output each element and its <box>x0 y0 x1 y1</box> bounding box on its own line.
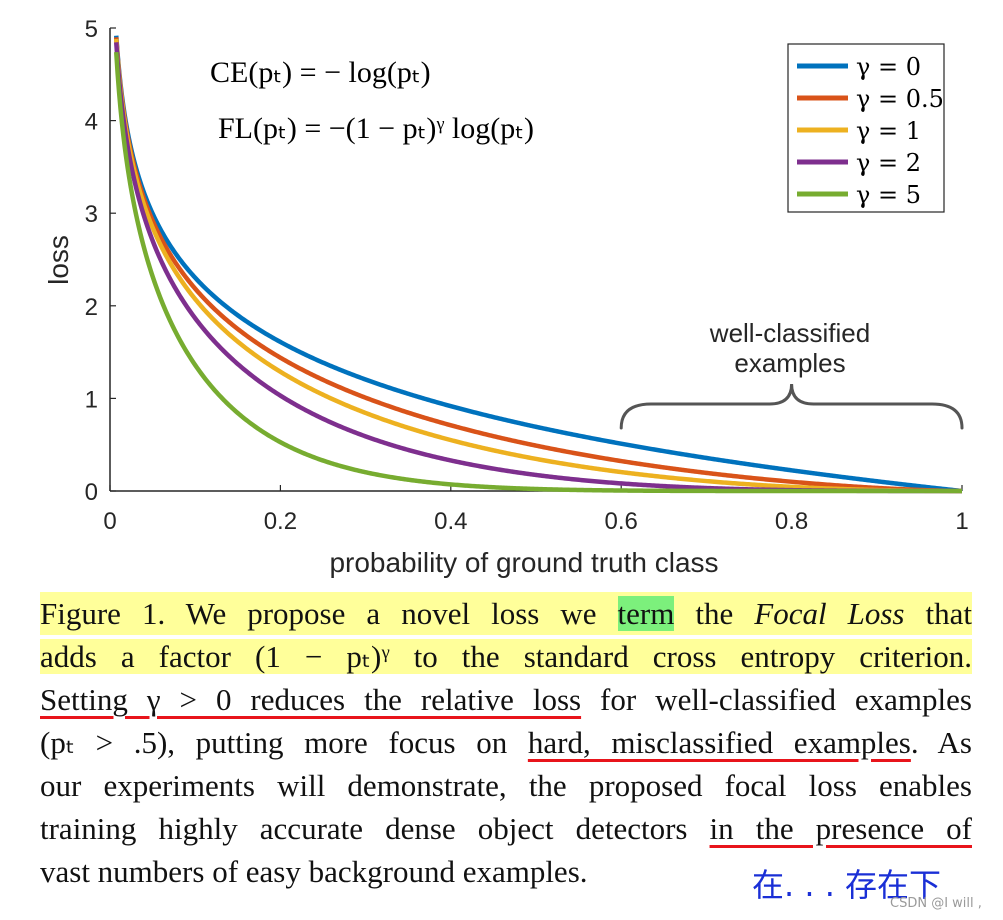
y-tick-label-5: 5 <box>85 16 98 43</box>
focal-loss-chart: 0 0.2 0.4 0.6 0.8 1 0 1 2 3 4 5 probability of grou… <box>43 16 969 578</box>
legend-label-0: γ = 0 <box>856 53 921 81</box>
y-tick-label-0: 0 <box>85 479 98 506</box>
loss-curves <box>113 35 963 494</box>
series-line-gamma-0-5 <box>113 37 963 494</box>
handwritten-note: 在. . . 存在下 <box>752 866 942 904</box>
legend-label-1: γ = 0.5 <box>856 85 944 113</box>
caption-line-5: our experiments will demonstrate, the pr… <box>40 768 972 803</box>
curly-brace-icon <box>619 383 964 430</box>
underlined-hard-examples: hard, misclassified examples <box>527 725 911 760</box>
caption-line-6: training highly accurate dense object de… <box>40 811 972 846</box>
legend-label-4: γ = 5 <box>856 181 921 209</box>
caption-line-1: Figure 1. We propose a novel loss we ter… <box>40 592 972 635</box>
y-axis-label: loss <box>43 235 74 285</box>
underlined-presence-of: in the presence of <box>709 811 972 846</box>
underlined-setting-gamma: Setting γ > 0 reduces the relative loss <box>40 682 582 717</box>
x-axis-label: probability of ground truth class <box>329 547 718 578</box>
legend-label-2: γ = 1 <box>856 117 921 145</box>
series-line-gamma-0 <box>113 35 963 494</box>
legend: γ = 0 γ = 0.5 γ = 1 γ = 2 γ = 5 <box>787 43 945 213</box>
caption-line-3: Setting γ > 0 reduces the relative loss … <box>40 682 972 717</box>
caption-line-2: adds a factor (1 − pₜ)ᵞ to the standard … <box>40 639 972 674</box>
annotation-line-2: examples <box>734 348 845 378</box>
axis-ticks: 0 0.2 0.4 0.6 0.8 1 0 1 2 3 4 5 <box>85 16 969 535</box>
y-tick-label-1: 1 <box>85 386 98 413</box>
x-tick-label-2: 0.4 <box>434 508 467 535</box>
ce-formula: CE(pₜ) = − log(pₜ) <box>210 56 431 89</box>
y-tick-label-2: 2 <box>85 294 98 321</box>
focal-loss-term: Focal Loss <box>754 596 905 631</box>
caption-line-7: vast numbers of easy background examples… <box>40 854 588 889</box>
x-tick-label-3: 0.6 <box>605 508 638 535</box>
figure-caption: Figure 1. We propose a novel loss we ter… <box>40 592 972 893</box>
series-line-gamma-5 <box>113 51 963 494</box>
x-tick-label-1: 0.2 <box>264 508 297 535</box>
y-tick-label-3: 3 <box>85 201 98 228</box>
highlight-term: term <box>617 596 675 631</box>
legend-label-3: γ = 2 <box>856 149 921 177</box>
watermark: CSDN @I will , <box>890 896 982 911</box>
caption-line-4: (pₜ > .5), putting more focus on hard, m… <box>40 725 972 760</box>
x-tick-label-4: 0.8 <box>775 508 808 535</box>
fl-formula: FL(pₜ) = −(1 − pₜ)ᵞ log(pₜ) <box>218 112 534 145</box>
x-tick-label-0: 0 <box>103 508 116 535</box>
annotation-line-1: well-classified <box>709 318 870 348</box>
x-tick-label-5: 1 <box>955 508 968 535</box>
well-classified-annotation: well-classified examples <box>619 318 964 430</box>
series-line-gamma-1 <box>113 38 963 494</box>
y-tick-label-4: 4 <box>85 109 98 136</box>
